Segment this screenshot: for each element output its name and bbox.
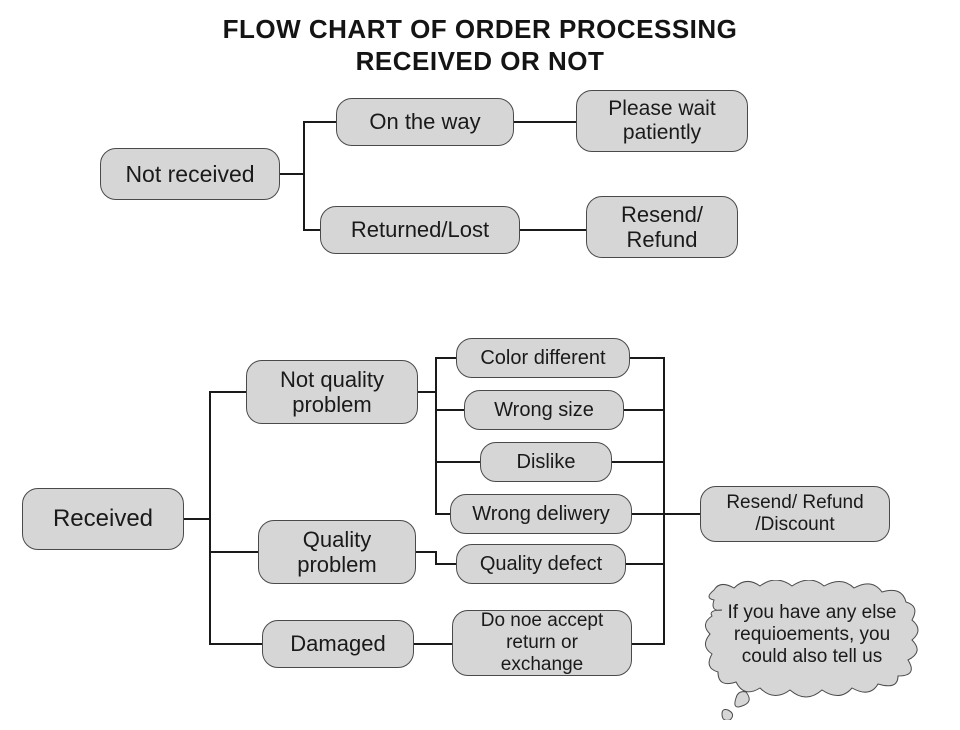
node-resend-refund-2: Resend/ Refund /Discount bbox=[700, 486, 890, 542]
node-not-received: Not received bbox=[100, 148, 280, 200]
edge-not-quality-color-diff bbox=[418, 358, 456, 392]
edge-quality-defect-resend-refund-2 bbox=[626, 514, 664, 564]
node-received: Received bbox=[22, 488, 184, 550]
edge-received-quality-problem bbox=[184, 519, 258, 552]
edge-not-quality-wrong-delivery bbox=[418, 392, 450, 514]
node-wrong-size: Wrong size bbox=[464, 390, 624, 430]
edge-received-not-quality bbox=[184, 392, 246, 519]
edge-color-diff-resend-refund-2 bbox=[630, 358, 700, 514]
speech-bubble-text: If you have any else requioements, you c… bbox=[702, 602, 922, 668]
node-not-quality: Not quality problem bbox=[246, 360, 418, 424]
edge-not-received-returned-lost bbox=[280, 174, 320, 230]
node-dislike: Dislike bbox=[480, 442, 612, 482]
node-quality-problem: Quality problem bbox=[258, 520, 416, 584]
edge-not-quality-wrong-size bbox=[418, 392, 464, 410]
edge-received-damaged bbox=[184, 519, 262, 644]
edge-not-received-on-the-way bbox=[280, 122, 336, 174]
edge-do-not-accept-resend-refund-2 bbox=[632, 564, 664, 644]
edge-quality-problem-quality-defect bbox=[416, 552, 456, 564]
node-please-wait: Please wait patiently bbox=[576, 90, 748, 152]
chart-title-line1: FLOW CHART OF ORDER PROCESSING bbox=[0, 14, 960, 45]
node-wrong-delivery: Wrong deliwery bbox=[450, 494, 632, 534]
flowchart-stage: { "type": "flowchart", "canvas": { "widt… bbox=[0, 0, 960, 730]
node-quality-defect: Quality defect bbox=[456, 544, 626, 584]
node-do-not-accept: Do noe accept return or exchange bbox=[452, 610, 632, 676]
chart-title-line2: RECEIVED OR NOT bbox=[0, 46, 960, 77]
node-resend-refund-1: Resend/ Refund bbox=[586, 196, 738, 258]
speech-bubble: If you have any else requioements, you c… bbox=[702, 580, 922, 690]
node-color-diff: Color different bbox=[456, 338, 630, 378]
node-damaged: Damaged bbox=[262, 620, 414, 668]
node-returned-lost: Returned/Lost bbox=[320, 206, 520, 254]
node-on-the-way: On the way bbox=[336, 98, 514, 146]
